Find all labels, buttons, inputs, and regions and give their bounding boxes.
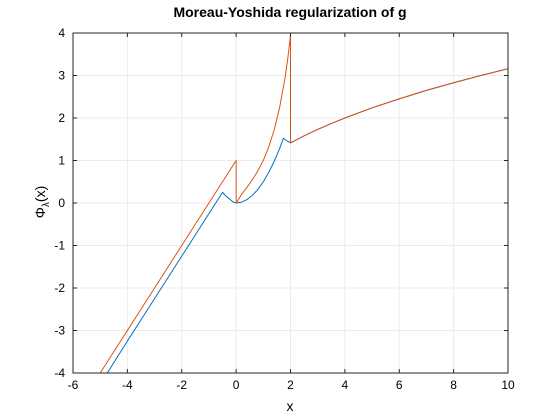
y-tick-label: -4	[54, 366, 65, 380]
x-tick-label: -4	[122, 378, 133, 392]
y-tick-label: -2	[54, 281, 65, 295]
x-tick-label: 6	[396, 378, 403, 392]
y-axis-label: Φλ(x)	[32, 186, 52, 219]
y-tick-label: 3	[58, 69, 65, 83]
y-tick-label: 4	[58, 26, 65, 40]
y-axis-label-suffix: (x)	[32, 186, 48, 202]
series-layer	[99, 34, 508, 373]
ticks-layer	[72, 32, 509, 374]
y-axis-label-subscript: λ	[41, 202, 52, 207]
x-tick-label: 2	[287, 378, 294, 392]
x-axis-label: x	[287, 398, 294, 414]
y-tick-label: 0	[58, 196, 65, 210]
x-tick-label: 10	[501, 378, 515, 392]
y-tick-label: 2	[58, 111, 65, 125]
y-tick-label: -1	[54, 239, 65, 253]
x-tick-label: 8	[450, 378, 457, 392]
y-tick-label: -3	[54, 324, 65, 338]
x-tick-label: 0	[233, 378, 240, 392]
chart-title: Moreau-Yoshida regularization of g	[173, 4, 406, 20]
x-tick-label: -6	[68, 378, 79, 392]
x-tick-label: 4	[342, 378, 349, 392]
series-line-2	[99, 34, 508, 373]
y-axis-label-symbol: Φ	[32, 207, 48, 218]
y-tick-label: 1	[58, 154, 65, 168]
series-line-1	[106, 68, 508, 373]
x-tick-label: -2	[176, 378, 187, 392]
